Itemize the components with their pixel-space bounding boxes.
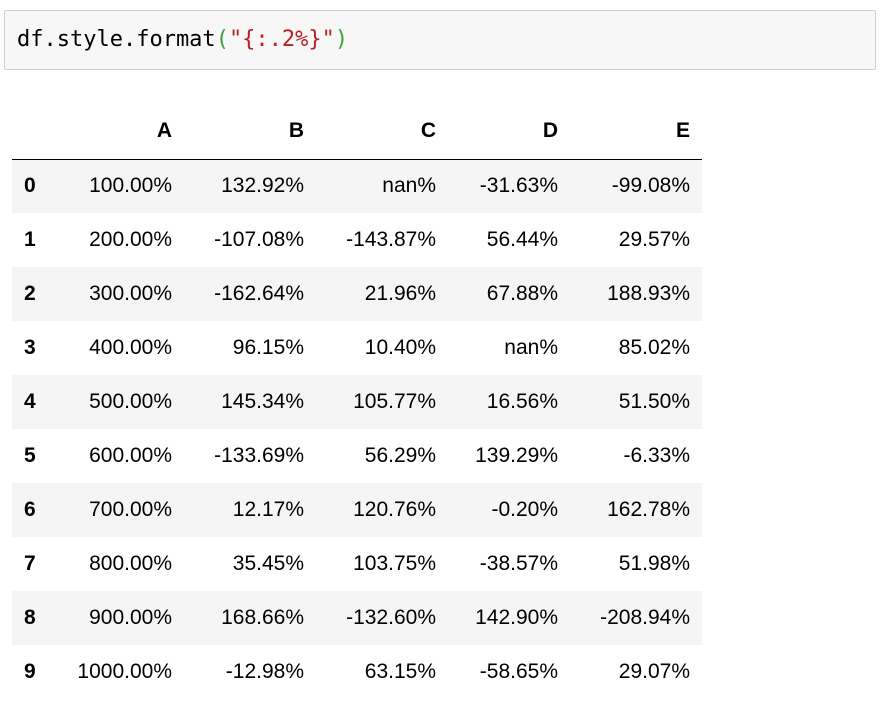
table-cell: 400.00%: [89, 336, 172, 359]
table-cell: 600.00%: [89, 444, 172, 467]
row-index: 4: [24, 390, 36, 413]
table-cell: 132.92%: [221, 174, 304, 198]
column-header: B: [184, 103, 316, 160]
dataframe-output-table: A B C D E 0 100.00% 132.92% nan% -31.63%…: [12, 103, 702, 699]
table-cell: 145.34%: [221, 390, 304, 413]
table-cell: 300.00%: [89, 282, 172, 305]
table-cell: -31.63%: [479, 174, 558, 198]
column-header: D: [448, 103, 570, 160]
table-cell: 12.17%: [232, 498, 304, 521]
table-cell: 16.56%: [486, 390, 558, 413]
table-cell: 21.96%: [364, 282, 436, 305]
table-cell: 500.00%: [89, 390, 172, 413]
table-cell: nan%: [504, 336, 558, 359]
table-row: 0 100.00% 132.92% nan% -31.63% -99.08%: [12, 159, 702, 213]
row-index: 9: [24, 660, 36, 683]
code-format-string: "{:.2%}": [228, 27, 335, 52]
index-header: [12, 103, 52, 160]
table-cell: 29.57%: [618, 228, 690, 251]
table-row: 7 800.00% 35.45% 103.75% -38.57% 51.98%: [12, 537, 702, 591]
table-row: 9 1000.00% -12.98% 63.15% -58.65% 29.07%: [12, 645, 702, 699]
table-row: 3 400.00% 96.15% 10.40% nan% 85.02%: [12, 321, 702, 375]
code-close-paren: ): [334, 27, 349, 52]
row-index: 3: [24, 336, 36, 359]
column-header: A: [52, 103, 184, 160]
table-cell: 96.15%: [232, 336, 304, 359]
table-cell: 56.29%: [364, 444, 436, 467]
table-cell: 162.78%: [607, 498, 690, 521]
code-line[interactable]: df.style.format("{:.2%}"): [17, 25, 348, 55]
row-index: 8: [24, 606, 36, 629]
table-cell: 51.50%: [618, 390, 690, 413]
table-cell: 51.98%: [618, 552, 690, 575]
table-cell: 85.02%: [618, 336, 690, 359]
row-index: 0: [24, 174, 36, 198]
table-cell: -143.87%: [346, 228, 436, 251]
table-cell: 63.15%: [364, 660, 436, 683]
table-cell: 1000.00%: [77, 660, 172, 683]
code-call: df.style.format: [17, 27, 216, 52]
table-row: 5 600.00% -133.69% 56.29% 139.29% -6.33%: [12, 429, 702, 483]
column-header: C: [316, 103, 448, 160]
table-cell: nan%: [382, 174, 436, 198]
table-cell: -58.65%: [479, 660, 558, 683]
table-cell: 139.29%: [475, 444, 558, 467]
table-cell: 103.75%: [353, 552, 436, 575]
table-cell: 67.88%: [486, 282, 558, 305]
table-cell: -99.08%: [611, 174, 690, 198]
table-cell: -38.57%: [479, 552, 558, 575]
table-row: 8 900.00% 168.66% -132.60% 142.90% -208.…: [12, 591, 702, 645]
table-cell: 188.93%: [607, 282, 690, 305]
table-cell: 29.07%: [618, 660, 690, 683]
table-cell: 10.40%: [364, 336, 436, 359]
code-cell-input[interactable]: df.style.format("{:.2%}"): [4, 10, 876, 70]
row-index: 7: [24, 552, 36, 575]
table-row: 4 500.00% 145.34% 105.77% 16.56% 51.50%: [12, 375, 702, 429]
table-cell: 900.00%: [89, 606, 172, 629]
table-cell: 35.45%: [232, 552, 304, 575]
table-cell: -12.98%: [225, 660, 304, 683]
row-index: 6: [24, 498, 36, 521]
table-cell: -132.60%: [346, 606, 436, 629]
table-cell: -6.33%: [623, 444, 690, 467]
table-cell: -107.08%: [214, 228, 304, 251]
row-index: 2: [24, 282, 36, 305]
table-row: 2 300.00% -162.64% 21.96% 67.88% 188.93%: [12, 267, 702, 321]
table-cell: -0.20%: [491, 498, 558, 521]
table-cell: 105.77%: [353, 390, 436, 413]
table-cell: 56.44%: [486, 228, 558, 251]
table-cell: 100.00%: [89, 174, 172, 198]
table-cell: 168.66%: [221, 606, 304, 629]
column-header: E: [570, 103, 702, 160]
table-cell: -133.69%: [214, 444, 304, 467]
table-cell: 700.00%: [89, 498, 172, 521]
row-index: 1: [24, 228, 36, 251]
table-cell: 800.00%: [89, 552, 172, 575]
code-open-paren: (: [215, 27, 229, 52]
table-cell: -162.64%: [214, 282, 304, 305]
table-cell: 200.00%: [89, 228, 172, 251]
table-cell: 142.90%: [475, 606, 558, 629]
table-cell: -208.94%: [600, 606, 690, 629]
table-row: 6 700.00% 12.17% 120.76% -0.20% 162.78%: [12, 483, 702, 537]
row-index: 5: [24, 444, 36, 467]
table-header-row: A B C D E: [12, 103, 702, 160]
table-row: 1 200.00% -107.08% -143.87% 56.44% 29.57…: [12, 213, 702, 267]
table-cell: 120.76%: [353, 498, 436, 521]
